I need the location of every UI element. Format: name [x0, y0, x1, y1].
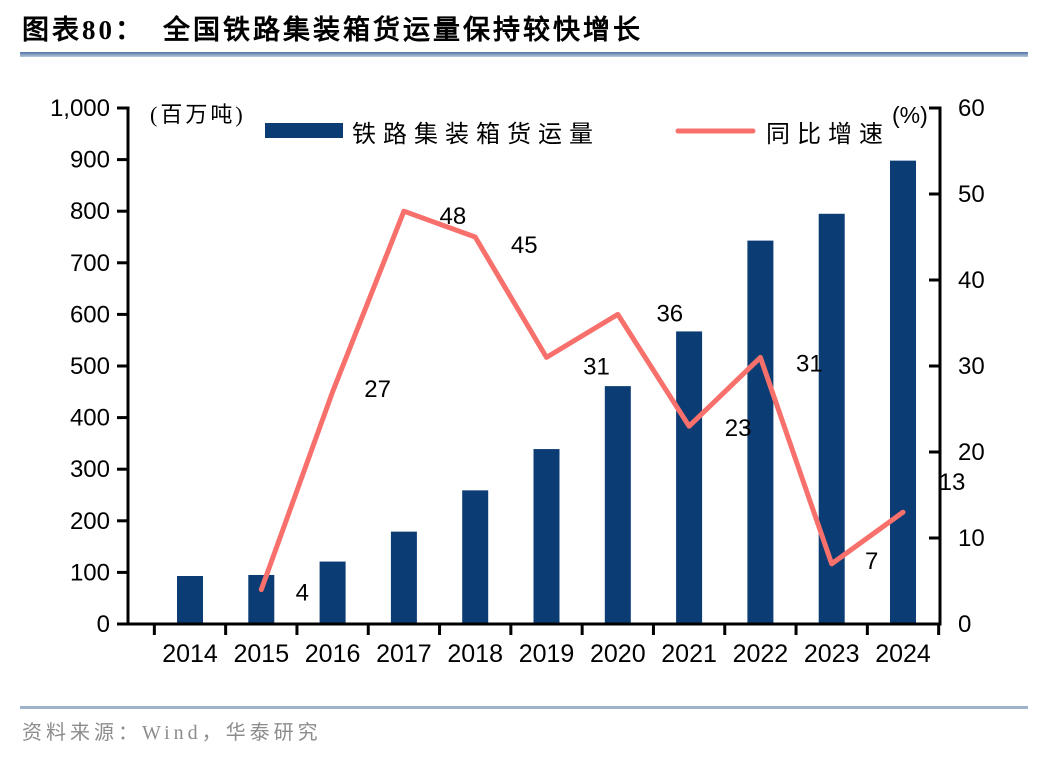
line-label-2020: 36: [656, 300, 683, 327]
right-axis-tick-label: 60: [958, 95, 985, 122]
x-axis-label-2023: 2023: [804, 640, 860, 668]
x-axis-label-2024: 2024: [875, 640, 931, 668]
right-axis-tick-label: 30: [958, 353, 985, 380]
x-axis-label-2022: 2022: [733, 640, 789, 668]
line-label-2015: 4: [296, 580, 309, 607]
bar-2014: [177, 576, 203, 624]
x-axis-label-2017: 2017: [376, 640, 432, 668]
right-axis-tick-label: 20: [958, 439, 985, 466]
bar-2020: [604, 386, 631, 624]
x-axis-label-2014: 2014: [162, 640, 218, 668]
line-label-2019: 31: [583, 353, 610, 380]
line-label-2024: 13: [939, 469, 966, 496]
x-axis-label-2019: 2019: [519, 640, 575, 668]
left-axis-tick-label: 800: [70, 198, 110, 225]
chart-legend: (百万吨) 铁路集装箱货运量 同比增速 (%): [150, 102, 928, 148]
title-divider: [20, 52, 1028, 57]
right-axis-tick-label: 0: [958, 611, 971, 638]
bar-2022: [747, 240, 774, 624]
x-axis-label-2020: 2020: [590, 640, 646, 668]
line-label-2023: 7: [865, 548, 878, 575]
left-axis-tick-label: 900: [70, 147, 110, 174]
line-label-2016: 27: [364, 376, 391, 403]
growth-line: [258, 208, 906, 593]
right-axis-tick-label: 40: [958, 267, 985, 294]
left-axis-tick-label: 200: [70, 508, 110, 535]
right-axis-tick-label: 10: [958, 525, 985, 552]
left-axis-tick-label: 400: [70, 405, 110, 432]
figure-number: 图表80：: [22, 15, 145, 45]
line-label-2017: 48: [440, 203, 467, 230]
chart-generated-content: 0 100 200 300 400 500 600 700 800 900 1,000 0 10 20 30…: [50, 95, 985, 668]
line-label-2022: 31: [796, 350, 823, 377]
left-axis-tick-label: 1,000: [50, 95, 110, 122]
line-label-2021: 23: [725, 415, 752, 442]
x-axis-label-2018: 2018: [447, 640, 503, 668]
bar-2019: [533, 449, 560, 624]
bar-2017: [390, 531, 417, 624]
left-axis-tick-label: 100: [70, 559, 110, 586]
footer-divider: [20, 706, 1028, 709]
left-axis-tick-label: 600: [70, 301, 110, 328]
bar-2018: [462, 490, 489, 624]
bar-2024: [890, 160, 916, 624]
legend-bar-swatch: [265, 123, 343, 138]
bar-2016: [319, 561, 346, 624]
right-axis-tick-label: 50: [958, 181, 985, 208]
legend-bar-label: 铁路集装箱货运量: [352, 121, 600, 148]
right-axis-unit: (%): [892, 102, 928, 128]
left-axis-tick-label: 300: [70, 456, 110, 483]
x-axis-label-2021: 2021: [661, 640, 717, 668]
x-axis-label-2016: 2016: [305, 640, 361, 668]
left-axis-tick-label: 0: [97, 611, 110, 638]
x-axis-label-2015: 2015: [233, 640, 289, 668]
left-axis-tick-label: 700: [70, 250, 110, 277]
left-axis-unit: (百万吨): [150, 102, 246, 127]
bar-2021: [676, 331, 703, 624]
line-label-2018: 45: [511, 232, 538, 259]
legend-line-label: 同比增速: [766, 121, 890, 148]
figure-header: 图表80： 全国铁路集装箱货运量保持较快增长: [22, 8, 643, 47]
page-title: 全国铁路集装箱货运量保持较快增长: [163, 15, 643, 45]
left-axis-tick-label: 500: [70, 353, 110, 380]
source-note: 资料来源：Wind，华泰研究: [22, 722, 322, 744]
